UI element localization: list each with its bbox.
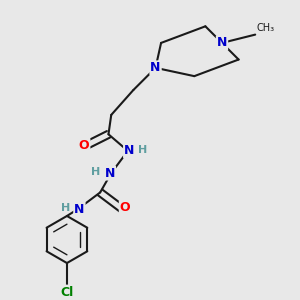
Text: N: N: [217, 36, 227, 50]
Text: N: N: [74, 202, 85, 215]
Text: H: H: [139, 145, 148, 154]
Text: N: N: [105, 167, 115, 180]
Text: O: O: [120, 201, 130, 214]
Text: N: N: [124, 144, 134, 158]
Text: N: N: [150, 61, 161, 74]
Text: O: O: [79, 139, 89, 152]
Text: CH₃: CH₃: [256, 23, 275, 33]
Text: H: H: [92, 167, 100, 177]
Text: H: H: [61, 203, 70, 213]
Text: Cl: Cl: [60, 286, 74, 298]
